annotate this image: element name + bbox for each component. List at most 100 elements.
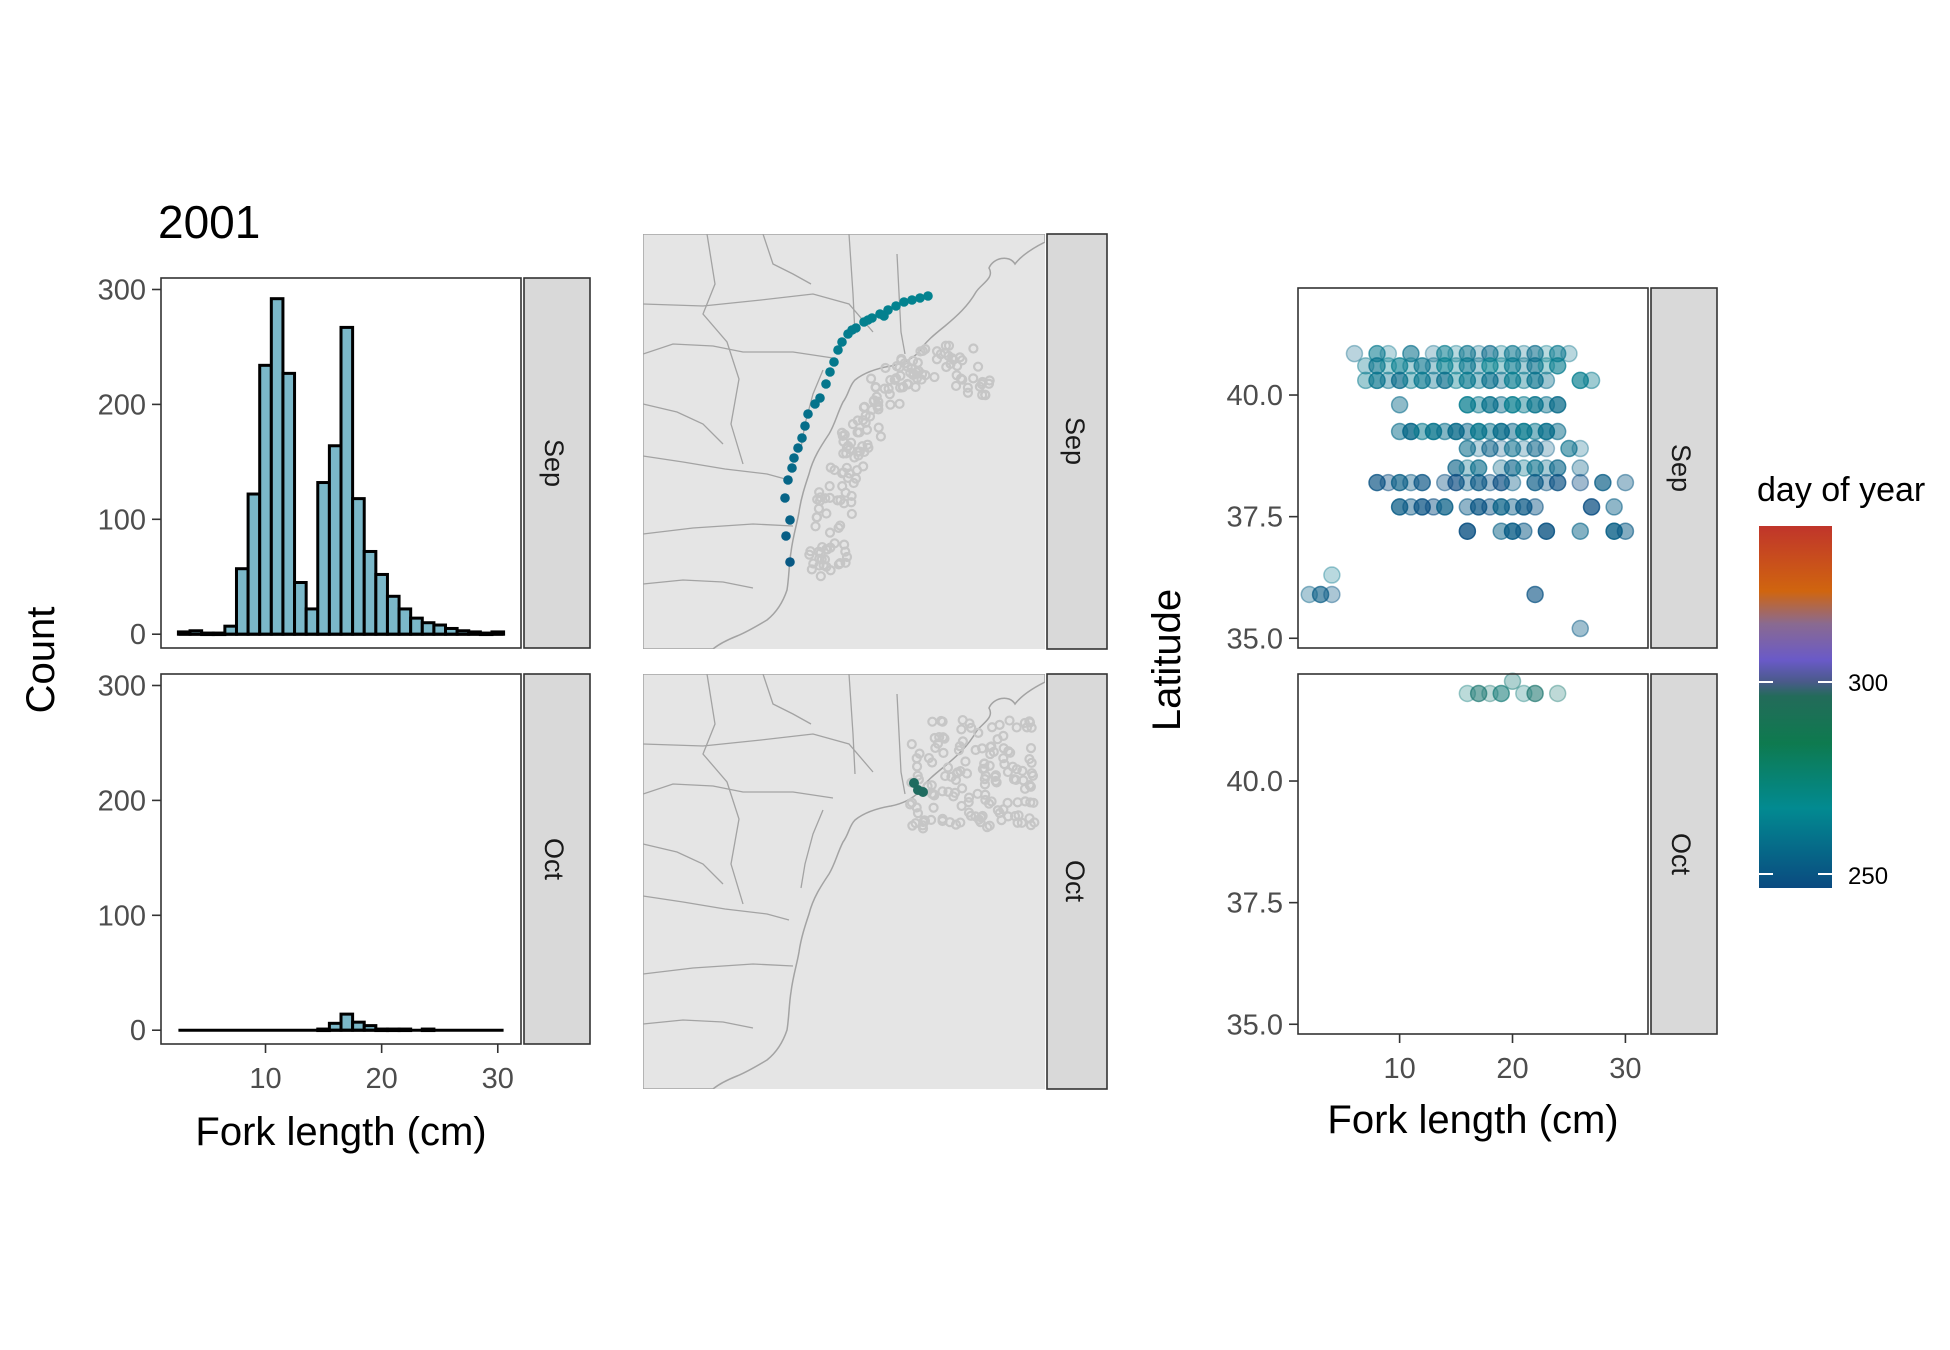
histogram-bar (362, 549, 378, 636)
catch-station (899, 297, 909, 307)
survey-station (973, 814, 985, 825)
scatter-point (1469, 473, 1488, 492)
survey-station (833, 522, 844, 533)
histogram-bar (397, 607, 413, 636)
survey-station (824, 527, 836, 538)
survey-station (847, 419, 859, 430)
survey-station (979, 779, 991, 790)
survey-station (926, 814, 937, 825)
scatter-point (1548, 459, 1567, 477)
survey-station (919, 815, 930, 826)
survey-station (841, 462, 852, 473)
catch-station (797, 433, 807, 443)
survey-station (814, 495, 826, 506)
scatter-point (1481, 439, 1499, 458)
survey-station (923, 752, 935, 764)
scatter-point (1368, 371, 1386, 390)
catch-station (800, 421, 810, 431)
survey-station (896, 355, 907, 366)
catch-stations-sep (780, 291, 933, 567)
strip-map-sep: Sep (1046, 233, 1108, 650)
histogram-bar (374, 572, 389, 636)
survey-station (937, 732, 949, 743)
scatter-panel-sep (1297, 287, 1649, 649)
survey-station (894, 398, 905, 409)
histogram-bars-sep (176, 297, 506, 637)
survey-station (1005, 747, 1016, 758)
survey-station (911, 761, 923, 772)
scatter-point (1458, 439, 1477, 458)
scatter-point (1390, 396, 1409, 414)
survey-station (837, 481, 848, 492)
scatter-point (1379, 344, 1398, 363)
survey-station (895, 382, 906, 393)
survey-station (975, 812, 987, 823)
catch-station (815, 393, 825, 403)
survey-station (810, 521, 821, 532)
survey-station (838, 448, 849, 459)
scatter-point (1526, 439, 1544, 458)
survey-station (957, 783, 968, 794)
scatter-point (1481, 371, 1499, 390)
survey-station (885, 399, 896, 410)
survey-station (814, 553, 825, 564)
survey-station (968, 373, 979, 384)
survey-station (940, 770, 951, 782)
survey-station (838, 498, 850, 509)
survey-station (884, 389, 895, 400)
scatter-x-tick-label: 20 (1496, 1053, 1528, 1085)
histogram-bar (327, 444, 343, 636)
scatter-point (1503, 439, 1522, 458)
histogram-bars-oct (178, 1012, 504, 1033)
survey-station (929, 790, 940, 801)
survey-station (1026, 722, 1037, 733)
survey-station (857, 441, 868, 452)
catch-station (785, 515, 795, 525)
histogram-bar (339, 325, 355, 636)
scatter-x-title: Fork length (cm) (1327, 1098, 1618, 1142)
survey-station (854, 427, 865, 438)
scatter-point (1390, 371, 1409, 390)
scatter-point (1548, 473, 1567, 492)
strip-scatter-oct: Oct (1650, 673, 1718, 1035)
scatter-point (1492, 473, 1510, 492)
scatter-point (1390, 473, 1409, 492)
scatter-y-tick-label: 40.0 (1227, 380, 1283, 412)
histogram-x-tick-label: 20 (366, 1063, 398, 1095)
survey-station (948, 791, 959, 802)
survey-station (990, 771, 1001, 783)
catch-station (829, 357, 839, 367)
survey-station (947, 353, 958, 364)
catch-station (847, 325, 857, 335)
scatter-point (1548, 684, 1567, 703)
survey-station (885, 374, 896, 386)
scatter-y-tick-label: 40.0 (1227, 766, 1283, 798)
catch-station (863, 315, 873, 325)
scatter-point (1402, 344, 1420, 363)
histogram-bar (409, 616, 424, 636)
histogram-y-tick-label: 0 (130, 619, 146, 651)
survey-station (1025, 743, 1037, 754)
survey-station (964, 718, 975, 729)
scatter-x-tick-label: 10 (1383, 1053, 1415, 1085)
survey-station (942, 762, 954, 773)
survey-station (854, 446, 865, 457)
svg-text:Oct: Oct (539, 838, 569, 881)
catch-station (833, 345, 843, 355)
histogram-y-tick-label: 200 (98, 785, 146, 817)
survey-station (1024, 813, 1035, 824)
survey-station (911, 802, 922, 813)
scatter-panel-oct (1297, 672, 1649, 1035)
scatter-point (1447, 473, 1465, 492)
histogram-y-title: Count (19, 607, 63, 714)
scatter-y-tick-label: 35.0 (1227, 623, 1283, 655)
survey-station (843, 440, 854, 452)
scatter-point (1436, 498, 1454, 516)
histogram-bar (304, 607, 320, 636)
survey-station (963, 792, 975, 803)
catch-station (821, 379, 831, 389)
legend-colorbar (1759, 526, 1832, 888)
survey-station (986, 741, 997, 752)
scatter-point (1503, 371, 1522, 390)
scatter-point (1537, 371, 1556, 390)
